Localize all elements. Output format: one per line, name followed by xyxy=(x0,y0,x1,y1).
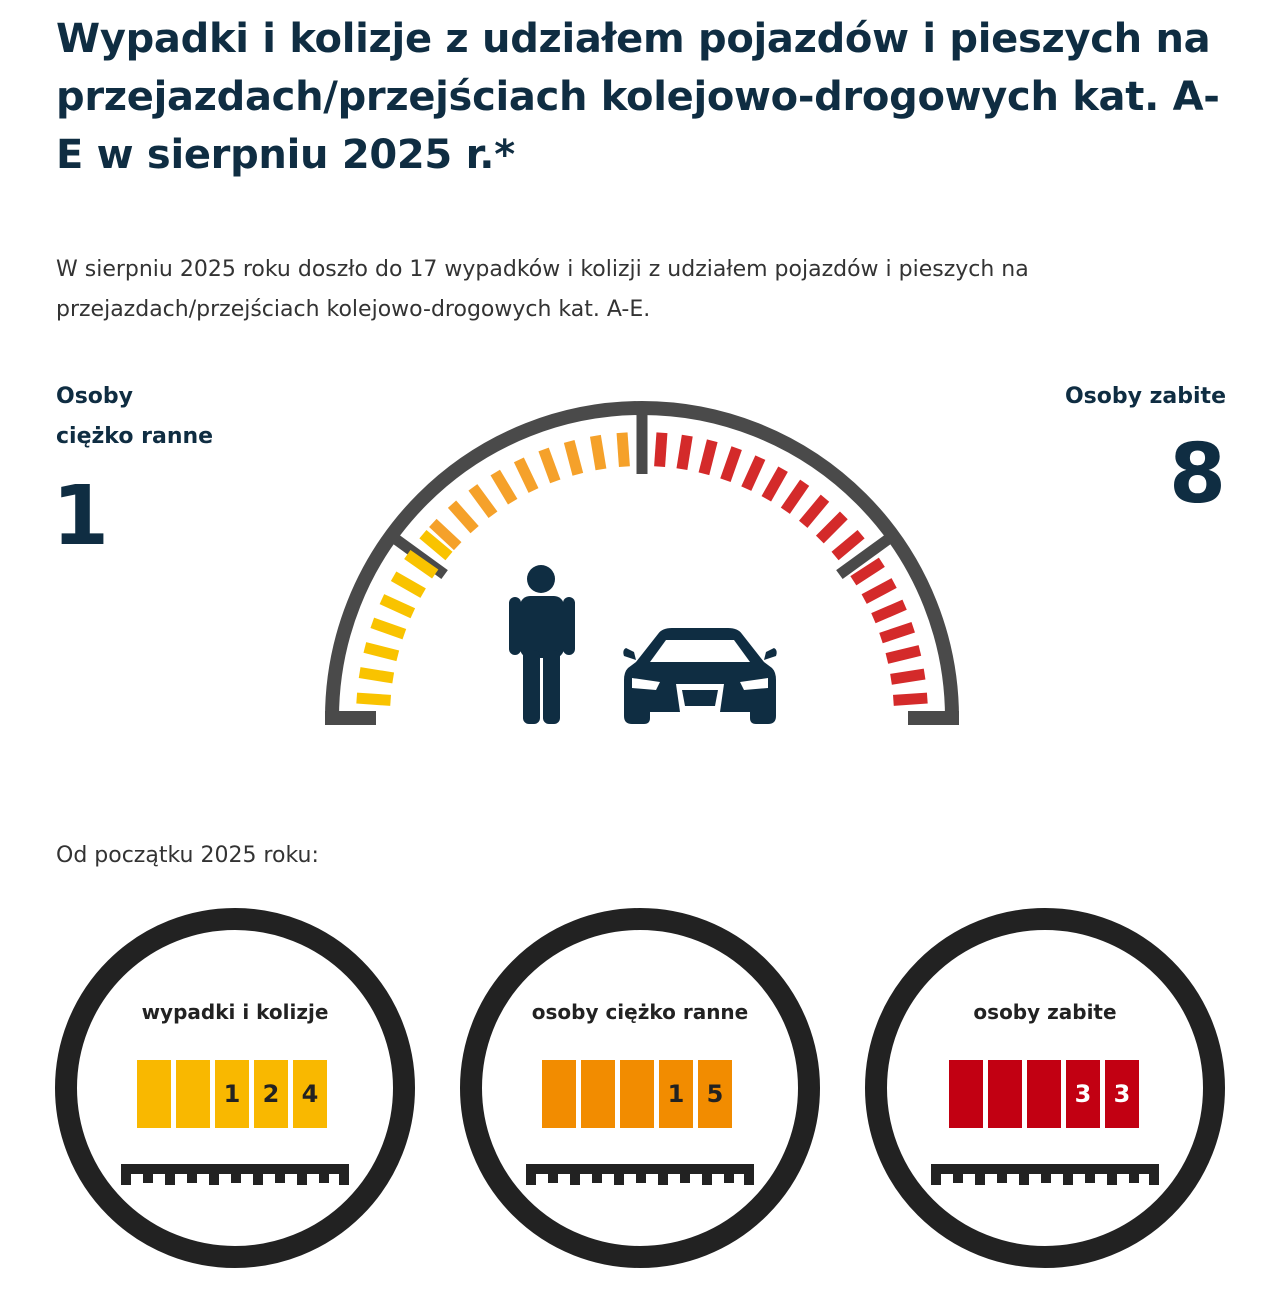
car-icon xyxy=(623,628,777,724)
gauge-tick xyxy=(404,550,439,579)
gauge-tick xyxy=(538,447,561,484)
gauge-ticks xyxy=(356,432,928,706)
counter-label: osoby zabite xyxy=(973,1000,1117,1024)
gauge-tick xyxy=(358,667,395,684)
digit-cell xyxy=(620,1060,654,1128)
gauge-tick xyxy=(871,599,907,624)
digit-display: 3 3 xyxy=(949,1060,1139,1128)
gauge-foot xyxy=(908,711,959,725)
gauge-tick xyxy=(419,529,453,561)
gauge-tick xyxy=(815,511,848,544)
digit-cell: 1 xyxy=(659,1060,693,1128)
gauge-tick xyxy=(741,455,766,491)
intro-text: W sierpniu 2025 roku doszło do 17 wypadk… xyxy=(56,257,1029,322)
gauge-tick xyxy=(850,557,885,586)
digit-cell: 4 xyxy=(293,1060,327,1128)
counter-label: wypadki i kolizje xyxy=(141,1000,329,1024)
gauge-tick xyxy=(363,642,400,662)
gauge-tick xyxy=(490,469,518,505)
digit-cell: 3 xyxy=(1066,1060,1100,1128)
page-title: Wypadki i kolizje z udziałem pojazdów i … xyxy=(56,16,1220,178)
digit-cell xyxy=(542,1060,576,1128)
gauge-tick xyxy=(447,500,479,534)
gauge-tick xyxy=(563,440,584,476)
digit-cell xyxy=(1027,1060,1061,1128)
gauge-tick xyxy=(780,479,810,514)
gauge-tick xyxy=(589,434,607,471)
gauge-tick xyxy=(799,494,830,528)
gauge-tick xyxy=(654,432,668,467)
gauge-tick xyxy=(356,692,391,706)
injured-label: Osoby ciężko ranne xyxy=(56,384,214,449)
pedestrian-icon xyxy=(509,565,575,724)
gauge-tick xyxy=(879,622,915,644)
injured-value: 1 xyxy=(52,469,110,564)
killed-label: Osoby zabite xyxy=(1064,384,1226,409)
digit-cell xyxy=(581,1060,615,1128)
gauge-tick xyxy=(698,439,718,476)
gauge-tick xyxy=(390,571,426,598)
gauge xyxy=(325,401,959,725)
gauge-frame xyxy=(325,401,959,725)
gauge-tick xyxy=(861,578,897,604)
digit-cell xyxy=(949,1060,983,1128)
digit-cell xyxy=(137,1060,171,1128)
counter-accidents: wypadki i kolizje 1 2 4 xyxy=(55,908,415,1268)
gauge-tick xyxy=(513,457,539,493)
gauge-tick xyxy=(468,484,498,519)
gauge-tick xyxy=(761,466,788,502)
gauge-tick xyxy=(893,692,928,706)
gauge-tick xyxy=(890,668,926,685)
gauge-tick xyxy=(720,446,742,483)
ring-icon xyxy=(460,908,820,1268)
gauge-foot xyxy=(325,711,376,725)
gauge-tick xyxy=(370,617,407,640)
counter-injured: osoby ciężko ranne 1 5 xyxy=(460,908,820,1268)
digit-cell: 1 xyxy=(215,1060,249,1128)
ring-icon xyxy=(55,908,415,1268)
digit-display: 1 5 xyxy=(542,1060,732,1128)
digit-cell: 3 xyxy=(1105,1060,1139,1128)
counter-killed: osoby zabite 3 3 xyxy=(865,908,1225,1268)
gauge-tick xyxy=(379,594,416,619)
digit-cell: 2 xyxy=(254,1060,288,1128)
counter-label: osoby ciężko ranne xyxy=(531,1000,749,1024)
gauge-tick xyxy=(676,434,693,471)
ring-icon xyxy=(865,908,1225,1268)
digit-display: 1 2 4 xyxy=(137,1060,327,1128)
gauge-divider xyxy=(836,531,897,580)
digit-cell: 5 xyxy=(698,1060,732,1128)
gauge-tick xyxy=(616,432,630,467)
road-icon xyxy=(121,1164,349,1185)
road-icon xyxy=(931,1164,1159,1185)
since-start-label: Od początku 2025 roku: xyxy=(56,843,319,868)
killed-value: 8 xyxy=(1168,427,1226,522)
digit-cell xyxy=(988,1060,1022,1128)
gauge-tick xyxy=(429,518,462,551)
gauge-tick xyxy=(831,529,865,561)
road-icon xyxy=(526,1164,754,1185)
gauge-tick xyxy=(885,645,922,664)
digit-cell xyxy=(176,1060,210,1128)
